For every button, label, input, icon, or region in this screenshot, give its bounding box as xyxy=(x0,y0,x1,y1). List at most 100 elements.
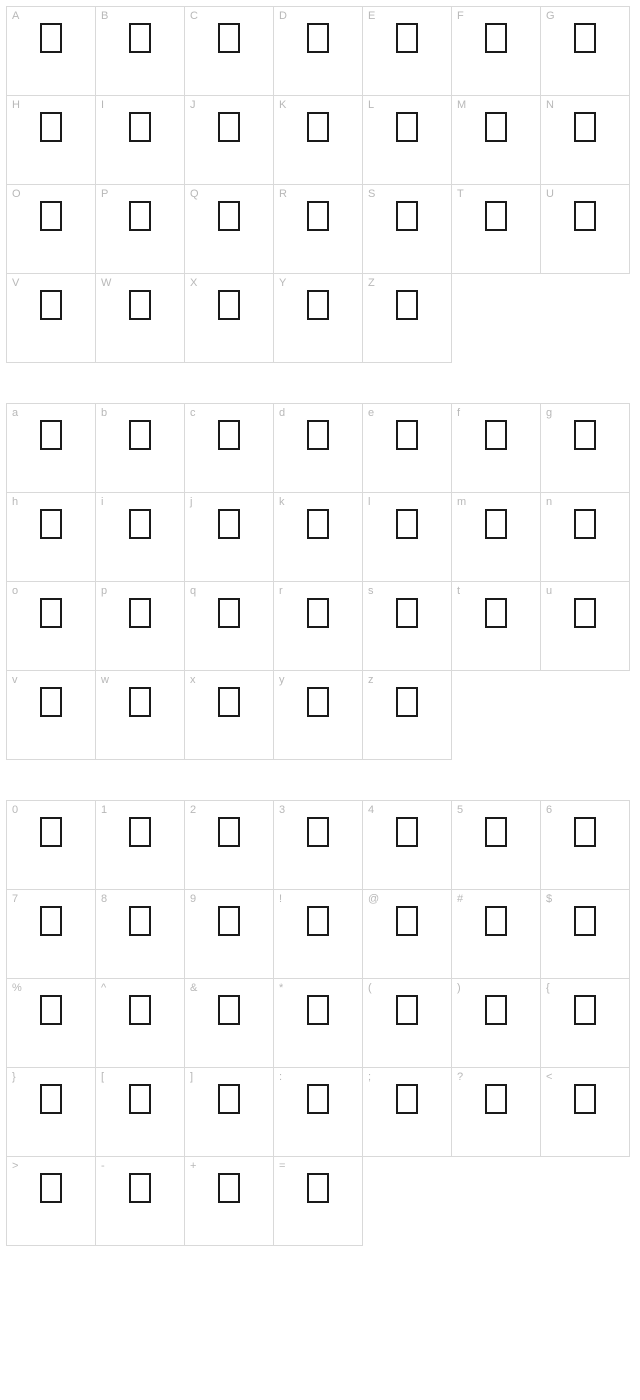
glyph-cell[interactable]: > xyxy=(7,1157,96,1246)
glyph-cell[interactable]: z xyxy=(363,671,452,760)
glyph-cell[interactable]: % xyxy=(7,979,96,1068)
glyph-cell[interactable]: - xyxy=(96,1157,185,1246)
glyph-cell[interactable]: T xyxy=(452,185,541,274)
glyph-cell[interactable]: J xyxy=(185,96,274,185)
glyph-placeholder-icon xyxy=(307,995,329,1025)
glyph-cell[interactable]: ^ xyxy=(96,979,185,1068)
glyph-cell[interactable]: S xyxy=(363,185,452,274)
glyph-cell[interactable]: h xyxy=(7,493,96,582)
glyph-cell[interactable]: U xyxy=(541,185,630,274)
glyph-cell[interactable]: K xyxy=(274,96,363,185)
glyph-cell[interactable]: L xyxy=(363,96,452,185)
glyph-placeholder-icon xyxy=(307,817,329,847)
glyph-cell[interactable]: : xyxy=(274,1068,363,1157)
glyph-cell[interactable]: I xyxy=(96,96,185,185)
glyph-cell[interactable]: ; xyxy=(363,1068,452,1157)
glyph-cell[interactable]: ( xyxy=(363,979,452,1068)
glyph-cell[interactable]: R xyxy=(274,185,363,274)
glyph-cell[interactable]: y xyxy=(274,671,363,760)
glyph-placeholder-icon xyxy=(40,420,62,450)
glyph-cell[interactable]: p xyxy=(96,582,185,671)
glyph-cell[interactable]: B xyxy=(96,7,185,96)
glyph-cell[interactable]: < xyxy=(541,1068,630,1157)
glyph-cell[interactable]: 0 xyxy=(7,801,96,890)
glyph-label: S xyxy=(368,189,375,200)
glyph-cell[interactable]: s xyxy=(363,582,452,671)
glyph-cell[interactable]: r xyxy=(274,582,363,671)
glyph-cell[interactable]: g xyxy=(541,404,630,493)
glyph-cell[interactable]: j xyxy=(185,493,274,582)
glyph-label: P xyxy=(101,189,108,200)
glyph-cell[interactable]: 9 xyxy=(185,890,274,979)
glyph-cell[interactable]: = xyxy=(274,1157,363,1246)
glyph-cell[interactable]: M xyxy=(452,96,541,185)
glyph-cell[interactable]: Q xyxy=(185,185,274,274)
glyph-label: U xyxy=(546,189,554,200)
glyph-cell[interactable]: E xyxy=(363,7,452,96)
glyph-cell[interactable]: n xyxy=(541,493,630,582)
glyph-placeholder-icon xyxy=(574,112,596,142)
glyph-cell[interactable]: e xyxy=(363,404,452,493)
glyph-label: @ xyxy=(368,894,379,905)
glyph-cell[interactable]: u xyxy=(541,582,630,671)
glyph-cell[interactable]: W xyxy=(96,274,185,363)
glyph-cell[interactable]: 4 xyxy=(363,801,452,890)
glyph-cell[interactable]: O xyxy=(7,185,96,274)
glyph-cell[interactable]: t xyxy=(452,582,541,671)
glyph-cell[interactable]: 1 xyxy=(96,801,185,890)
glyph-cell[interactable]: X xyxy=(185,274,274,363)
glyph-cell[interactable]: c xyxy=(185,404,274,493)
glyph-cell[interactable]: + xyxy=(185,1157,274,1246)
glyph-cell[interactable]: ) xyxy=(452,979,541,1068)
glyph-cell[interactable]: i xyxy=(96,493,185,582)
glyph-cell[interactable]: w xyxy=(96,671,185,760)
glyph-cell[interactable]: ? xyxy=(452,1068,541,1157)
glyph-cell[interactable]: G xyxy=(541,7,630,96)
glyph-cell[interactable]: A xyxy=(7,7,96,96)
glyph-cell[interactable]: V xyxy=(7,274,96,363)
glyph-label: ( xyxy=(368,983,372,994)
glyph-cell[interactable]: 7 xyxy=(7,890,96,979)
glyph-cell[interactable]: 2 xyxy=(185,801,274,890)
glyph-cell[interactable]: & xyxy=(185,979,274,1068)
glyph-cell[interactable]: @ xyxy=(363,890,452,979)
glyph-cell[interactable]: [ xyxy=(96,1068,185,1157)
glyph-cell[interactable]: P xyxy=(96,185,185,274)
glyph-cell[interactable]: 5 xyxy=(452,801,541,890)
glyph-cell[interactable]: f xyxy=(452,404,541,493)
glyph-cell[interactable]: a xyxy=(7,404,96,493)
glyph-cell[interactable]: ! xyxy=(274,890,363,979)
glyph-placeholder-icon xyxy=(574,817,596,847)
glyph-cell[interactable]: l xyxy=(363,493,452,582)
glyph-cell[interactable]: } xyxy=(7,1068,96,1157)
glyph-cell[interactable]: x xyxy=(185,671,274,760)
glyph-placeholder-icon xyxy=(396,1084,418,1114)
glyph-cell[interactable]: * xyxy=(274,979,363,1068)
glyph-cell[interactable]: H xyxy=(7,96,96,185)
glyph-cell[interactable]: m xyxy=(452,493,541,582)
glyph-cell[interactable]: 6 xyxy=(541,801,630,890)
glyph-cell[interactable]: b xyxy=(96,404,185,493)
glyph-placeholder-icon xyxy=(307,906,329,936)
glyph-cell[interactable]: # xyxy=(452,890,541,979)
glyph-cell[interactable]: d xyxy=(274,404,363,493)
glyph-label: - xyxy=(101,1161,105,1172)
glyph-cell[interactable]: F xyxy=(452,7,541,96)
glyph-cell[interactable]: C xyxy=(185,7,274,96)
glyph-cell[interactable]: k xyxy=(274,493,363,582)
glyph-cell[interactable]: $ xyxy=(541,890,630,979)
glyph-label: u xyxy=(546,586,552,597)
glyph-cell[interactable]: ] xyxy=(185,1068,274,1157)
glyph-cell[interactable]: Y xyxy=(274,274,363,363)
glyph-cell[interactable]: N xyxy=(541,96,630,185)
glyph-cell[interactable]: 3 xyxy=(274,801,363,890)
glyph-label: o xyxy=(12,586,18,597)
glyph-placeholder-icon xyxy=(129,290,151,320)
glyph-cell[interactable]: Z xyxy=(363,274,452,363)
glyph-cell[interactable]: 8 xyxy=(96,890,185,979)
glyph-cell[interactable]: o xyxy=(7,582,96,671)
glyph-cell[interactable]: q xyxy=(185,582,274,671)
glyph-cell[interactable]: D xyxy=(274,7,363,96)
glyph-cell[interactable]: { xyxy=(541,979,630,1068)
glyph-cell[interactable]: v xyxy=(7,671,96,760)
